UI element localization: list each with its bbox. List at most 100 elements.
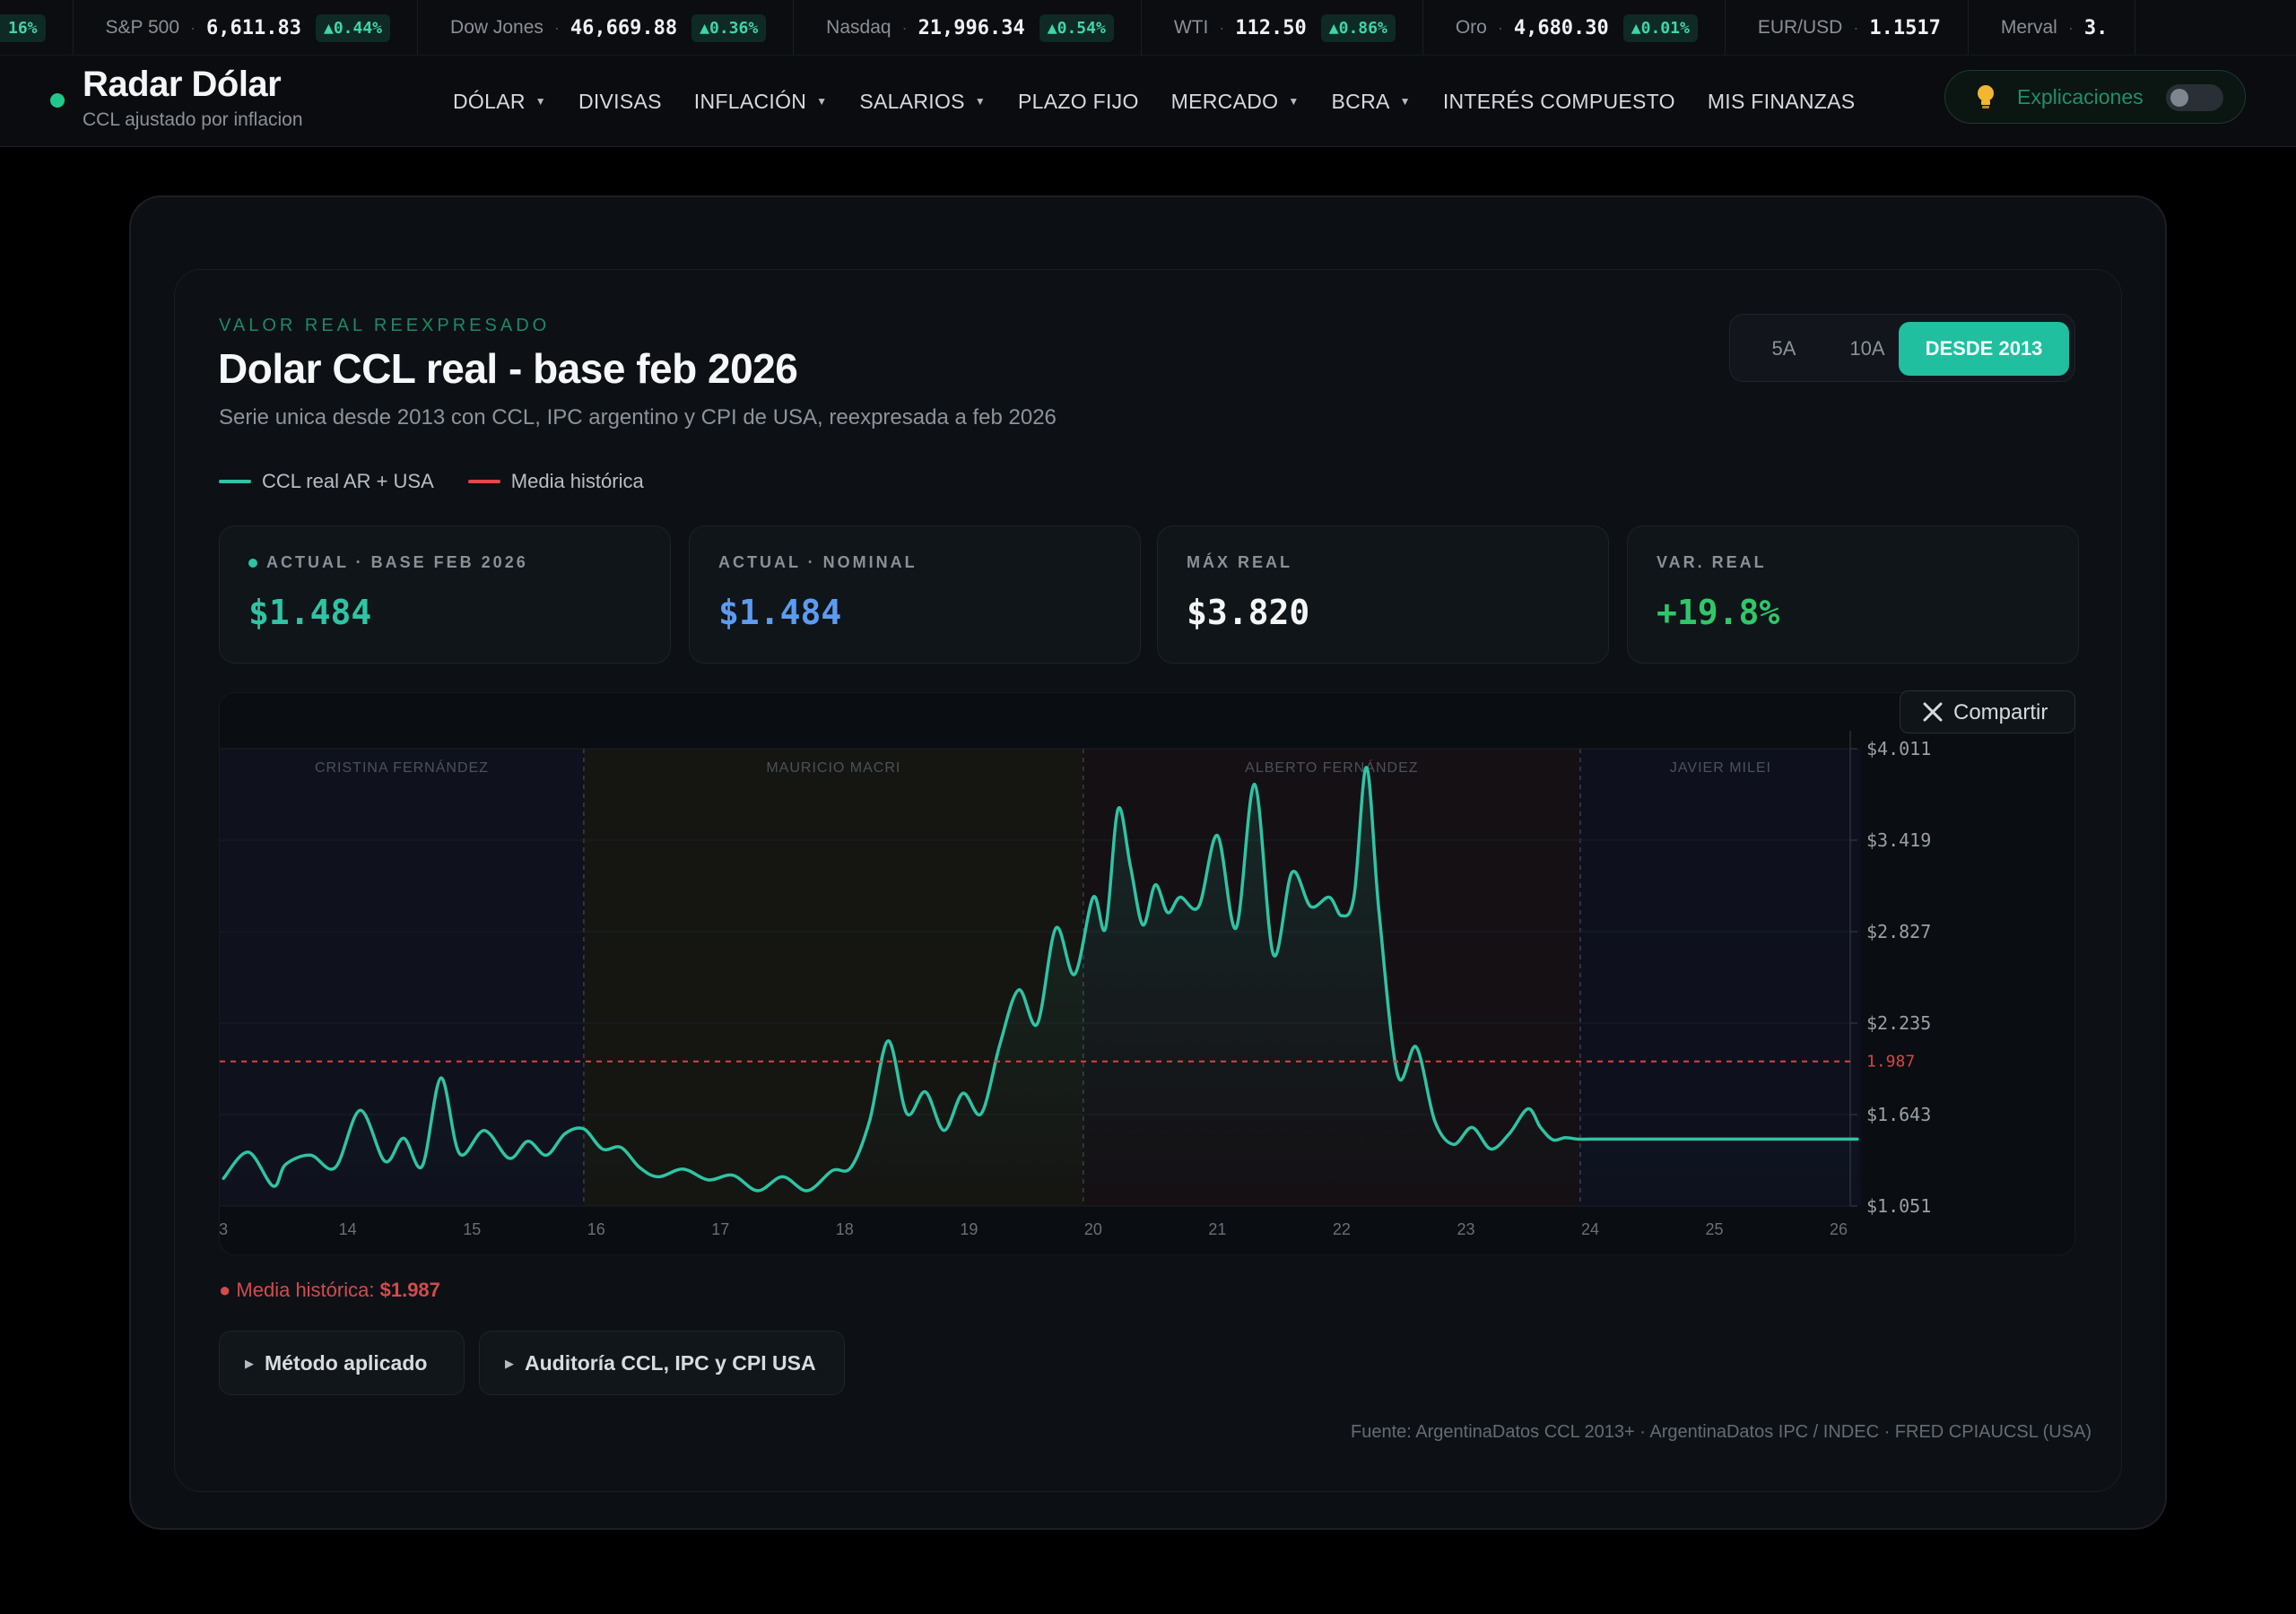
nav-item-label: PLAZO FIJO [1018,89,1139,113]
y-tick-label: $2.235 [1866,1012,1931,1034]
ticker-track: 16% S&P 500 · 6,611.83 ▲0.44% Dow Jones · 46,66… [0,0,2136,55]
ticker-value: 1.1517 [1869,16,1941,39]
ticker-name: Oro [1455,17,1487,38]
ticker-item[interactable]: Oro · 4,680.30 ▲0.01% [1423,0,1726,55]
card-title: Dolar CCL real - base feb 2026 [218,345,798,392]
ticker-name: Dow Jones [450,17,544,38]
stat-value-actual-base: $1.484 [248,593,372,632]
x-logo-icon [1923,702,1943,722]
x-tick-label: 24 [1581,1220,1599,1238]
ticker-name: WTI [1173,17,1209,38]
ticker-item[interactable]: S&P 500 · 6,611.83 ▲0.44% [74,0,419,55]
ticker-separator: · [1497,18,1503,37]
mean-note: ● Media histórica: $1.987 [219,1279,440,1301]
ticker-change-badge: ▲0.01% [1622,13,1698,42]
legend-swatch-ccl [219,480,251,483]
y-tick-label: $4.011 [1866,738,1931,759]
stat-label-actual-base: ACTUAL · BASE FEB 2026 [248,553,528,572]
range-desde-2013-button[interactable]: DESDE 2013 [1899,322,2069,376]
period-label: ALBERTO FERNÁNDEZ [1245,759,1418,776]
x-tick-label: 25 [1706,1220,1724,1238]
ticker-item[interactable]: Dow Jones · 46,669.88 ▲0.36% [418,0,795,55]
caret-down-icon: ▼ [816,95,828,108]
ticker-change-badge: ▲0.44% [316,13,391,42]
nav-item-mercado[interactable]: MERCADO ▼ [1171,90,1300,114]
ticker-change-badge: 16% [0,13,46,42]
x-tick-label: 16 [587,1220,605,1238]
switch-knob [2170,89,2188,107]
nav-item-mis-finanzas[interactable]: MIS FINANZAS [1708,90,1856,114]
disclosure-label: Método aplicado [265,1351,428,1375]
disclosure-triangle-icon: ▶ [505,1357,514,1370]
legend-item-media: Media histórica [467,470,644,493]
market-ticker: 16% S&P 500 · 6,611.83 ▲0.44% Dow Jones · 46,66… [0,0,2296,56]
caret-down-icon: ▼ [1399,95,1411,108]
x-tick-label: 15 [463,1220,481,1238]
y-tick-label: $1.643 [1866,1104,1931,1125]
ticker-item[interactable]: Merval · 3. [1969,0,2136,55]
nav-item-divisas[interactable]: DIVISAS [578,90,662,114]
ticker-separator: · [553,18,560,37]
disclosure-label: Auditoría CCL, IPC y CPI USA [525,1351,816,1375]
nav-item-interés-compuesto[interactable]: INTERÉS COMPUESTO [1443,90,1675,114]
caret-down-icon: ▼ [1288,95,1300,108]
period-label: MAURICIO MACRI [766,760,900,776]
nav-item-label: MERCADO [1170,89,1279,113]
ticker-change-badge: ▲0.54% [1039,13,1114,42]
y-tick-label: $3.419 [1866,829,1931,851]
period-band [1579,749,1861,1206]
brand-subtitle: CCL ajustado por inflacion [83,109,303,130]
top-nav: Radar Dólar CCL ajustado por inflacion D… [0,56,2296,147]
x-tick-label: 18 [836,1220,854,1238]
nav-item-salarios[interactable]: SALARIOS ▼ [859,90,986,114]
stat-card-max-real: MÁX REAL $3.820 [1157,525,1609,664]
ticker-name: Merval [2000,17,2057,38]
ticker-item[interactable]: 16% [0,0,74,55]
disclosure-triangle-icon: ▶ [245,1357,254,1370]
y-tick-label: $1.051 [1866,1195,1931,1217]
x-tick-label: 19 [960,1220,978,1238]
nav-item-label: MIS FINANZAS [1707,89,1856,113]
explicaciones-switch[interactable] [2166,84,2223,111]
stat-label-actual-nominal: ACTUAL · NOMINAL [718,553,918,571]
ccl-real-chart[interactable]: CRISTINA FERNÁNDEZ MAURICIO MACRI ALBERTO … [220,693,2075,1255]
brand-title[interactable]: Radar Dólar [83,65,282,104]
ticker-value: 4,680.30 [1513,16,1609,39]
nav-item-dólar[interactable]: DÓLAR ▼ [453,90,546,114]
x-tick-label: 20 [1084,1220,1102,1238]
ticker-item[interactable]: WTI · 112.50 ▲0.86% [1142,0,1423,55]
x-tick-label: 26 [1830,1220,1848,1238]
stat-card-var-real: VAR. REAL +19.8% [1627,525,2079,664]
card-subtitle: Serie unica desde 2013 con CCL, IPC arge… [219,405,1057,430]
stat-card-actual-nominal: ACTUAL · NOMINAL $1.484 [689,525,1141,664]
y-tick-label: $2.827 [1866,921,1931,942]
auditoria-disclosure[interactable]: ▶ Auditoría CCL, IPC y CPI USA [479,1331,845,1395]
series-line-ccl-real [222,766,1859,1193]
nav-item-inflación[interactable]: INFLACIÓN ▼ [694,90,828,114]
ticker-value: 46,669.88 [570,16,678,39]
share-button[interactable]: Compartir [1900,690,2075,733]
nav-item-bcra[interactable]: BCRA ▼ [1332,90,1411,114]
ticker-name: Nasdaq [826,17,891,38]
mean-line-label: 1.987 [1866,1053,1915,1072]
x-tick-label: 21 [1208,1220,1226,1238]
range-5a-button[interactable]: 5A [1771,337,1796,360]
data-source: Fuente: ArgentinaDatos CCL 2013+ · Argen… [1351,1422,2092,1442]
mean-note-label: Media histórica: [236,1279,375,1301]
legend-swatch-media [467,480,500,483]
nav-item-label: INFLACIÓN [693,89,807,113]
explicaciones-toggle[interactable]: Explicaciones [1944,70,2246,124]
ticker-item[interactable]: Nasdaq · 21,996.34 ▲0.54% [794,0,1142,55]
ticker-item[interactable]: EUR/USD · 1.1517 [1726,0,1969,55]
ticker-value: 3. [2083,16,2109,39]
lightbulb-icon [1978,85,1994,108]
ticker-separator: · [2067,18,2074,37]
stat-value-max-real: $3.820 [1187,593,1310,632]
live-dot [248,559,257,568]
nav-item-plazo-fijo[interactable]: PLAZO FIJO [1018,90,1139,114]
range-10a-button[interactable]: 10A [1849,337,1885,360]
metodo-aplicado-disclosure[interactable]: ▶ Método aplicado [219,1331,465,1395]
ticker-value: 112.50 [1235,16,1307,39]
ticker-separator: · [1853,18,1859,37]
ticker-separator: · [1219,18,1225,37]
